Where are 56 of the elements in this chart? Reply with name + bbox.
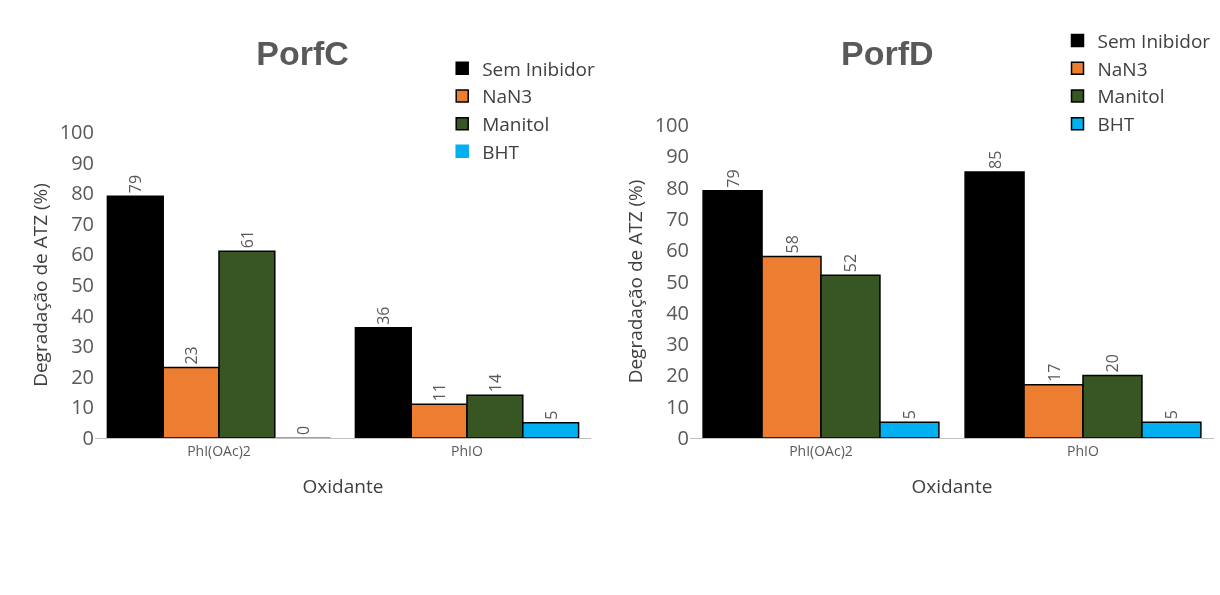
y-tick-label: 20 bbox=[666, 361, 689, 389]
data-label: 79 bbox=[124, 174, 147, 194]
y-tick-label: 100 bbox=[654, 111, 689, 138]
y-tick-label: 60 bbox=[71, 240, 94, 268]
legend-label: Manitol bbox=[482, 111, 550, 138]
chart-title: PorfD bbox=[840, 34, 934, 73]
legend-label: Sem Inibidor bbox=[1097, 27, 1211, 54]
y-tick-label: 0 bbox=[677, 424, 689, 451]
x-tick-label: PhIO bbox=[451, 440, 484, 460]
data-label: 20 bbox=[1101, 354, 1124, 373]
y-tick-label: 30 bbox=[71, 332, 94, 360]
y-tick-label: 40 bbox=[666, 298, 689, 326]
x-tick-label: PhIO bbox=[1067, 440, 1100, 460]
data-label: 58 bbox=[780, 235, 803, 254]
y-tick-label: 10 bbox=[71, 393, 94, 421]
y-tick-label: 80 bbox=[666, 173, 689, 201]
data-label: 23 bbox=[180, 346, 203, 365]
data-label: 36 bbox=[372, 306, 395, 325]
y-tick-label: 90 bbox=[71, 148, 94, 176]
x-axis-title: Oxidante bbox=[911, 472, 993, 499]
legend-label: Sem Inibidor bbox=[482, 55, 596, 82]
y-tick-label: 0 bbox=[82, 424, 94, 451]
y-tick-label: 70 bbox=[71, 209, 94, 237]
y-tick-label: 80 bbox=[71, 179, 94, 207]
data-label: 5 bbox=[539, 410, 562, 420]
data-label: 85 bbox=[983, 150, 1006, 169]
chart-title: PorfC bbox=[256, 34, 349, 73]
data-label: 5 bbox=[1160, 410, 1183, 420]
data-label: 0 bbox=[291, 425, 314, 435]
y-tick-label: 100 bbox=[59, 118, 94, 145]
x-tick-label: PhI(OAc)2 bbox=[789, 440, 853, 460]
y-tick-label: 40 bbox=[71, 301, 94, 329]
y-tick-label: 60 bbox=[666, 236, 689, 264]
x-tick-label: PhI(OAc)2 bbox=[187, 440, 251, 460]
data-label: 52 bbox=[839, 253, 862, 273]
y-tick-label: 10 bbox=[666, 392, 689, 420]
y-tick-label: 50 bbox=[71, 271, 94, 298]
data-label: 11 bbox=[428, 383, 451, 402]
legend-label: NaN3 bbox=[482, 83, 533, 110]
data-label: 5 bbox=[898, 410, 921, 420]
y-axis-title: Degradação de ATZ (%) bbox=[622, 179, 648, 384]
data-label: 17 bbox=[1042, 363, 1065, 382]
data-label: 61 bbox=[235, 230, 258, 249]
data-label: 14 bbox=[483, 373, 506, 393]
y-axis-title: Degradação de ATZ (%) bbox=[27, 183, 53, 387]
y-tick-label: 30 bbox=[666, 330, 689, 358]
legend-label: NaN3 bbox=[1097, 55, 1148, 82]
y-tick-label: 20 bbox=[71, 362, 94, 390]
data-label: 79 bbox=[721, 169, 744, 188]
legend-label: BHT bbox=[1097, 111, 1135, 138]
legend-label: BHT bbox=[482, 138, 520, 165]
x-axis-title: Oxidante bbox=[302, 472, 384, 499]
y-tick-label: 70 bbox=[666, 204, 689, 232]
y-tick-label: 50 bbox=[666, 267, 689, 295]
y-tick-label: 90 bbox=[666, 142, 689, 170]
legend-label: Manitol bbox=[1097, 83, 1165, 110]
